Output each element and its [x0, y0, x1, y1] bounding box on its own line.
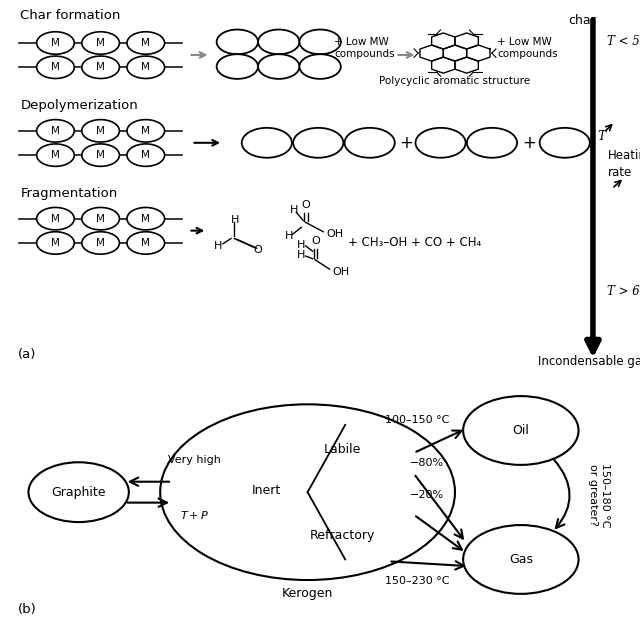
Text: T < 500 °C: T < 500 °C [607, 35, 640, 47]
Circle shape [258, 29, 300, 54]
Circle shape [127, 120, 164, 142]
Circle shape [82, 232, 120, 254]
Text: Refractory: Refractory [309, 529, 375, 541]
Text: Depolymerization: Depolymerization [20, 99, 138, 112]
Circle shape [36, 32, 74, 54]
Circle shape [36, 144, 74, 166]
Text: M: M [141, 38, 150, 48]
Text: −20%: −20% [410, 490, 444, 500]
Text: M: M [96, 38, 105, 48]
Text: Kerogen: Kerogen [282, 587, 333, 600]
Text: (b): (b) [18, 603, 36, 616]
Text: M: M [96, 238, 105, 248]
Circle shape [127, 144, 164, 166]
Text: Inert: Inert [252, 484, 282, 497]
Circle shape [28, 462, 129, 522]
Text: Incondensable gas: Incondensable gas [538, 355, 640, 368]
Text: M: M [51, 238, 60, 248]
Text: Polycyclic aromatic structure: Polycyclic aromatic structure [380, 76, 531, 86]
Text: T > 600 °C: T > 600 °C [607, 285, 640, 298]
Text: H: H [297, 240, 305, 250]
Text: H: H [285, 231, 293, 241]
Circle shape [127, 207, 164, 230]
Text: M: M [96, 214, 105, 224]
Circle shape [82, 32, 120, 54]
Text: +: + [522, 134, 536, 152]
Text: O: O [253, 245, 262, 255]
Text: M: M [51, 38, 60, 48]
Circle shape [82, 120, 120, 142]
Text: M: M [141, 214, 150, 224]
Text: + CH₃–OH + CO + CH₄: + CH₃–OH + CO + CH₄ [348, 237, 482, 249]
Text: Char formation: Char formation [20, 9, 121, 22]
Circle shape [82, 56, 120, 78]
Text: M: M [141, 238, 150, 248]
Text: O: O [301, 200, 310, 210]
Circle shape [300, 29, 341, 54]
Text: OH: OH [333, 267, 350, 277]
Circle shape [242, 128, 292, 158]
Text: M: M [51, 214, 60, 224]
Text: H: H [297, 250, 305, 260]
Circle shape [293, 128, 343, 158]
Text: 100–150 °C: 100–150 °C [385, 415, 449, 425]
Text: M: M [51, 126, 60, 136]
Text: M: M [51, 150, 60, 160]
Text: Gas: Gas [509, 553, 533, 566]
Circle shape [82, 144, 120, 166]
Text: O: O [312, 236, 320, 246]
Circle shape [217, 29, 258, 54]
Text: T: T [597, 130, 605, 143]
Circle shape [36, 207, 74, 230]
Text: + Low MW
compounds: + Low MW compounds [334, 37, 394, 59]
Circle shape [463, 396, 579, 465]
Text: M: M [141, 62, 150, 72]
Text: M: M [141, 150, 150, 160]
Text: M: M [96, 126, 105, 136]
Circle shape [127, 56, 164, 78]
Text: + Low MW
compounds: + Low MW compounds [497, 37, 557, 59]
Circle shape [300, 54, 341, 79]
Circle shape [160, 404, 455, 580]
Circle shape [36, 120, 74, 142]
Text: OH: OH [326, 229, 344, 239]
Text: Graphite: Graphite [51, 486, 106, 498]
Text: M: M [141, 126, 150, 136]
Text: 150–180 °C
or greater?: 150–180 °C or greater? [588, 463, 611, 528]
Text: M: M [96, 62, 105, 72]
Text: 150–230 °C: 150–230 °C [385, 576, 449, 586]
Circle shape [463, 525, 579, 594]
Text: (a): (a) [18, 348, 36, 361]
Circle shape [82, 207, 120, 230]
Text: Labile: Labile [323, 443, 361, 455]
Circle shape [36, 56, 74, 78]
Text: Fragmentation: Fragmentation [20, 187, 118, 200]
Text: H: H [289, 205, 298, 215]
Text: +: + [400, 134, 413, 152]
Circle shape [258, 54, 300, 79]
Text: −80%: −80% [410, 458, 444, 468]
Text: M: M [51, 62, 60, 72]
Circle shape [127, 232, 164, 254]
Circle shape [36, 232, 74, 254]
Text: M: M [96, 150, 105, 160]
Text: $T + P$: $T + P$ [180, 509, 209, 521]
Text: Very high: Very high [168, 455, 221, 465]
Circle shape [217, 54, 258, 79]
Text: char: char [568, 14, 596, 27]
Text: H: H [231, 215, 239, 225]
Text: H: H [214, 241, 223, 251]
Circle shape [467, 128, 517, 158]
Circle shape [344, 128, 395, 158]
Circle shape [540, 128, 590, 158]
Text: Oil: Oil [513, 424, 529, 437]
Circle shape [415, 128, 466, 158]
Circle shape [127, 32, 164, 54]
Text: Heating
rate: Heating rate [607, 150, 640, 179]
